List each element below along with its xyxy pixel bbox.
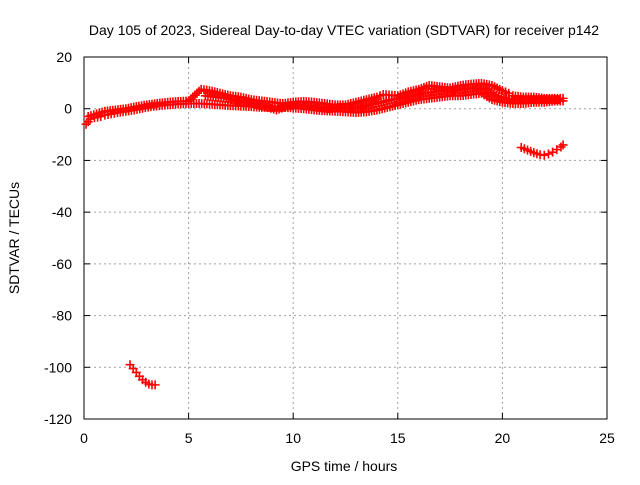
- x-tick-label: 20: [495, 430, 511, 446]
- y-tick-label: -20: [52, 152, 72, 168]
- x-tick-label: 15: [390, 430, 406, 446]
- x-tick-label: 10: [285, 430, 301, 446]
- data-points-layer: [81, 78, 568, 390]
- data-point: [539, 150, 549, 160]
- y-axis-label: SDTVAR / TECUs: [6, 182, 22, 294]
- x-tick-label: 25: [599, 430, 615, 446]
- y-tick-label: -80: [52, 308, 72, 324]
- data-point: [186, 94, 196, 104]
- data-point: [184, 96, 194, 106]
- y-tick-label: 0: [64, 101, 72, 117]
- x-tick-label: 5: [185, 430, 193, 446]
- y-tick-label: -60: [52, 256, 72, 272]
- data-point: [192, 88, 202, 98]
- data-point: [558, 93, 568, 103]
- data-point: [556, 142, 566, 152]
- chart-title: Day 105 of 2023, Sidereal Day-to-day VTE…: [89, 22, 599, 38]
- data-point: [543, 149, 553, 159]
- y-tick-label: -120: [44, 411, 72, 427]
- plot-frame: [83, 56, 608, 420]
- data-point: [190, 90, 200, 100]
- data-point: [194, 86, 204, 96]
- data-point: [150, 380, 160, 390]
- x-axis-label: GPS time / hours: [291, 458, 398, 474]
- x-tick-label: 0: [80, 430, 88, 446]
- tick-layer: 0 5 10 15 20 25 -120 -100 -80 -60 -40 -20 0 20: [44, 49, 615, 446]
- data-point: [554, 95, 564, 105]
- data-point: [558, 140, 568, 150]
- y-tick-label: -100: [44, 359, 72, 375]
- y-tick-label: 20: [56, 49, 72, 65]
- data-point: [188, 92, 198, 102]
- y-tick-label: -40: [52, 204, 72, 220]
